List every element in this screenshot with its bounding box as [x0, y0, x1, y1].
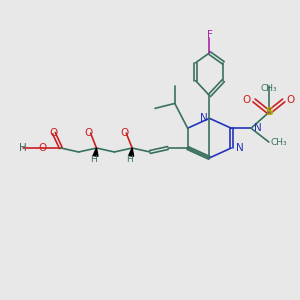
Text: H: H	[19, 143, 27, 153]
Text: CH₃: CH₃	[261, 84, 277, 93]
Text: S: S	[265, 107, 273, 117]
Text: H: H	[126, 155, 133, 164]
Text: O: O	[84, 128, 93, 138]
Text: N: N	[200, 113, 208, 123]
Text: H: H	[90, 155, 97, 164]
Text: CH₃: CH₃	[271, 138, 287, 147]
Text: O: O	[120, 128, 128, 138]
Text: N: N	[254, 123, 262, 133]
Text: F: F	[206, 30, 212, 40]
Text: O: O	[50, 128, 58, 138]
Text: O: O	[287, 95, 295, 106]
Text: N: N	[236, 143, 244, 153]
Polygon shape	[93, 148, 98, 156]
Text: O: O	[39, 143, 47, 153]
Polygon shape	[129, 148, 134, 156]
Text: O: O	[243, 95, 251, 106]
